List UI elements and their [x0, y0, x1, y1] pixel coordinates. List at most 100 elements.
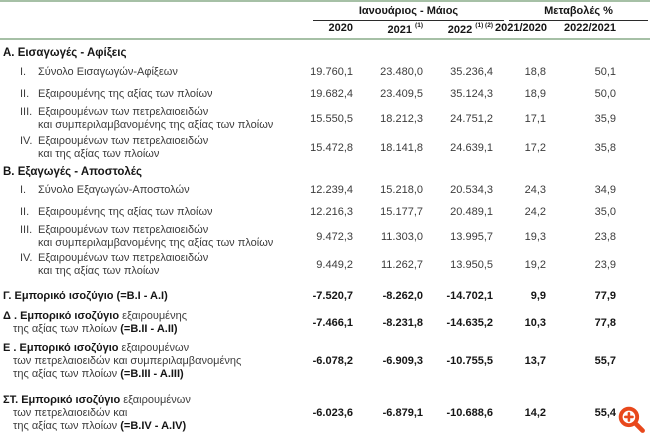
cell-value: 18.212,3 — [380, 112, 423, 125]
cell-value: 35,0 — [594, 205, 616, 218]
cell-value: 15.218,0 — [380, 183, 423, 196]
table-header: Ιανουάριος - Μάιος Μεταβολές % 2020 2021… — [0, 0, 650, 40]
row-numeral: I. — [20, 65, 27, 78]
cell-value: 17,1 — [524, 112, 546, 125]
cell-value: 15.177,7 — [380, 205, 423, 218]
row-label: Εξαιρουμένων των πετρελαιοειδών και της α… — [38, 135, 209, 160]
spacer — [0, 22, 305, 36]
row-label: Εξαιρουμένων των πετρελαιοειδών και της α… — [38, 252, 209, 277]
cell-value: 12.216,3 — [310, 205, 353, 218]
cell-value: 13.995,7 — [450, 230, 493, 243]
cell-value: 18,9 — [524, 87, 546, 100]
section-a-title-row: Α. Εισαγωγές - Αφίξεις — [0, 46, 650, 60]
row-numeral: II. — [20, 87, 30, 100]
cell-value: 14,2 — [524, 407, 546, 419]
cell-value: -6.078,2 — [312, 355, 353, 367]
cell-value: 23,9 — [594, 258, 616, 271]
table-row: II. Εξαιρουμένης της αξίας των πλοίων 19.… — [0, 87, 650, 101]
cell-value: 23.480,0 — [380, 65, 423, 78]
cell-value: -10.755,5 — [446, 355, 493, 367]
row-label: ΣΤ. Εμπορικό ισοζύγιο εξαιρουμένων των π… — [3, 394, 191, 432]
col-2022: 2022 (1) (2) — [447, 22, 493, 36]
cell-value: 10,3 — [524, 316, 546, 329]
row-numeral: IV. — [20, 135, 33, 147]
row-label: Εξαιρουμένης της αξίας των πλοίων — [38, 87, 213, 100]
cell-value: 9.449,2 — [316, 258, 353, 271]
table-row: IV. Εξαιρουμένων των πετρελαιοειδών και τ… — [0, 135, 650, 161]
cell-value: 18,8 — [524, 65, 546, 78]
col-2022-2021: 2022/2021 — [564, 22, 616, 34]
cell-value: 20.489,1 — [450, 205, 493, 218]
cell-value: 77,8 — [594, 316, 616, 329]
cell-value: 19,2 — [524, 258, 546, 271]
row-label: Ε . Εμπορικό ισοζύγιο εξαιρουμένων των π… — [3, 342, 242, 380]
section-b-title-row: Β. Εξαγωγές - Αποστολές — [0, 165, 650, 179]
balance-row-c: Γ. Εμπορικό ισοζύγιο (=Β.Ι - Α.Ι) -7.520… — [0, 289, 650, 303]
row-numeral: I. — [20, 183, 27, 196]
cell-value: 34,9 — [594, 183, 616, 196]
row-label: Δ . Εμπορικό ισοζύγιο εξαιρουμένης της α… — [3, 310, 187, 335]
cell-value: 20.534,3 — [450, 183, 493, 196]
cell-value: 23.409,5 — [380, 87, 423, 100]
cell-value: 9,9 — [530, 289, 546, 302]
cell-value: -6.023,6 — [312, 407, 353, 419]
cell-value: -8.262,0 — [382, 289, 423, 302]
cell-value: 15.550,5 — [310, 112, 353, 125]
cell-value: -14.702,1 — [446, 289, 493, 302]
cell-value: 19.682,4 — [310, 87, 353, 100]
table-row: III. Εξαιρουμένων των πετρελαιοειδών και … — [0, 224, 650, 250]
cell-value: 19,3 — [524, 230, 546, 243]
row-label: Σύνολο Εξαγωγών-Αποστολών — [38, 183, 190, 196]
cell-value: -6.909,3 — [382, 355, 423, 367]
table-row: II. Εξαιρουμένης της αξίας των πλοίων 12.… — [0, 205, 650, 219]
row-label: Εξαιρουμένης της αξίας των πλοίων — [38, 205, 213, 218]
table-row: I. Σύνολο Εισαγωγών-Αφίξεων 19.760,1 23.4… — [0, 65, 650, 79]
row-label: Εξαιρουμένων των πετρελαιοειδών και συμπε… — [38, 224, 274, 249]
cell-value: -6.879,1 — [382, 407, 423, 419]
cell-value: -7.466,1 — [312, 316, 353, 329]
period-header: Ιανουάριος - Μάιος — [313, 5, 504, 21]
section-title: Β. Εξαγωγές - Αποστολές — [3, 165, 142, 178]
row-label: Εξαιρουμένων των πετρελαιοειδών και συμπε… — [38, 106, 274, 131]
magnifier-plus-icon — [618, 406, 645, 433]
cell-value: 12.239,4 — [310, 183, 353, 196]
row-numeral: IV. — [20, 252, 33, 264]
cell-value: -7.520,7 — [312, 289, 353, 302]
balance-row-d: Δ . Εμπορικό ισοζύγιο εξαιρουμένης της α… — [0, 310, 650, 336]
col-2021-2020: 2021/2020 — [495, 22, 547, 34]
row-numeral: III. — [20, 224, 33, 236]
balance-row-st: ΣΤ. Εμπορικό ισοζύγιο εξαιρουμένων των π… — [0, 394, 650, 433]
cell-value: 13.950,5 — [450, 258, 493, 271]
table-row: I. Σύνολο Εξαγωγών-Αποστολών 12.239,4 15.… — [0, 183, 650, 197]
footnote-marker: (1) — [415, 22, 423, 29]
cell-value: 35,9 — [594, 112, 616, 125]
cell-value: -10.688,6 — [446, 407, 493, 419]
cell-value: 11.303,0 — [380, 230, 423, 243]
cell-value: 24,3 — [524, 183, 546, 196]
col-2021: 2021 (1) — [387, 22, 424, 36]
cell-value: 13,7 — [524, 355, 546, 367]
row-label: Γ. Εμπορικό ισοζύγιο (=Β.Ι - Α.Ι) — [3, 289, 168, 302]
cell-value: -14.635,2 — [446, 316, 493, 329]
cell-value: 77,9 — [594, 289, 616, 302]
cell-value: 24.751,2 — [450, 112, 493, 125]
column-headers: 2020 2021 (1) 2022 (1) (2) 2021/2020 202… — [0, 22, 650, 36]
row-label: Σύνολο Εισαγωγών-Αφίξεων — [38, 65, 178, 78]
cell-value: 17,2 — [524, 141, 546, 154]
cell-value: -8.231,8 — [382, 316, 423, 329]
cell-value: 19.760,1 — [310, 65, 353, 78]
cell-value: 55,7 — [594, 355, 616, 367]
table-row: IV. Εξαιρουμένων των πετρελαιοειδών και τ… — [0, 252, 650, 278]
section-title: Α. Εισαγωγές - Αφίξεις — [3, 46, 127, 59]
cell-value: 9.472,3 — [316, 230, 353, 243]
row-numeral: III. — [20, 106, 33, 118]
col-2020: 2020 — [328, 22, 353, 34]
cell-value: 50,1 — [594, 65, 616, 78]
cell-value: 11.262,7 — [380, 258, 423, 271]
cell-value: 50,0 — [594, 87, 616, 100]
zoom-in-button[interactable] — [616, 404, 647, 435]
footnote-marker: (1) (2) — [475, 22, 493, 29]
cell-value: 15.472,8 — [310, 141, 353, 154]
cell-value: 23,8 — [594, 230, 616, 243]
